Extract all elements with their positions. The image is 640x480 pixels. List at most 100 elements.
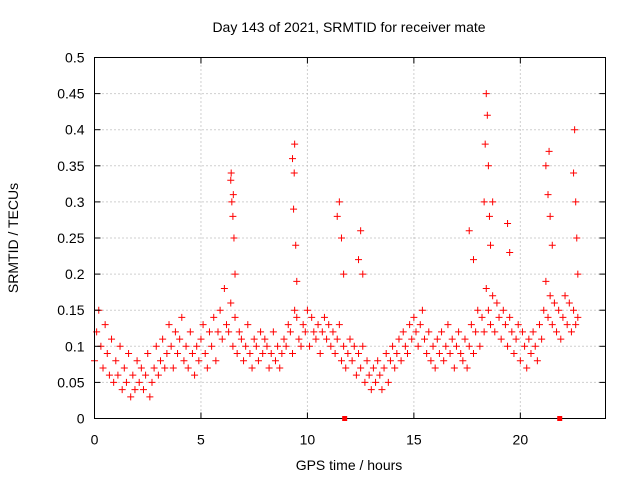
data-point [242, 342, 250, 350]
data-point [363, 357, 371, 365]
data-point [518, 328, 526, 336]
data-point [540, 306, 548, 314]
data-point [205, 328, 213, 336]
data-point [157, 357, 165, 365]
data-point [120, 364, 128, 372]
data-point [193, 342, 201, 350]
data-point [359, 342, 367, 350]
data-point [501, 321, 509, 329]
data-point [369, 364, 377, 372]
data-point [337, 234, 345, 242]
data-point [233, 350, 241, 358]
data-point [357, 364, 365, 372]
data-point [574, 270, 582, 278]
data-point [299, 321, 307, 329]
data-point [267, 350, 275, 358]
data-point [497, 335, 505, 343]
data-point [504, 342, 512, 350]
data-point [244, 321, 252, 329]
data-point [459, 357, 467, 365]
data-point [573, 234, 581, 242]
data-point [359, 270, 367, 278]
data-point [367, 386, 375, 394]
data-point [380, 364, 388, 372]
data-point [514, 321, 522, 329]
data-point [229, 342, 237, 350]
data-point [365, 371, 373, 379]
data-point [191, 371, 199, 379]
data-point [229, 191, 237, 199]
data-point [231, 270, 239, 278]
data-point [174, 350, 182, 358]
data-point [116, 342, 124, 350]
data-point [186, 328, 194, 336]
y-tick-label: 0 [77, 411, 85, 427]
data-point [508, 328, 516, 336]
data-point [344, 350, 352, 358]
data-point [455, 328, 463, 336]
data-point [340, 342, 348, 350]
data-point [416, 321, 424, 329]
data-point [184, 364, 192, 372]
data-point [112, 357, 120, 365]
x-tick-labels: 0 5 10 15 20 [91, 432, 529, 448]
data-point [478, 313, 486, 321]
data-point [463, 364, 471, 372]
data-point [154, 371, 162, 379]
data-point [257, 328, 265, 336]
data-point [197, 335, 205, 343]
data-point [531, 342, 539, 350]
data-point [178, 313, 186, 321]
data-point [572, 321, 580, 329]
data-point [139, 386, 147, 394]
data-point [565, 299, 573, 307]
data-point [357, 227, 365, 235]
data-point [340, 270, 348, 278]
data-point [223, 321, 231, 329]
data-point [180, 357, 188, 365]
data-point [171, 328, 179, 336]
data-point [216, 306, 224, 314]
data-point [333, 212, 341, 220]
data-point [182, 342, 190, 350]
data-point [482, 90, 490, 98]
data-point [103, 350, 111, 358]
y-tick-label: 0.05 [57, 374, 84, 390]
data-point [137, 364, 145, 372]
data-point [555, 306, 563, 314]
x-axis-markers [342, 416, 563, 421]
data-point [559, 313, 567, 321]
data-point [448, 335, 456, 343]
data-point [208, 342, 216, 350]
data-point [252, 342, 260, 350]
data-point [529, 328, 537, 336]
data-point [312, 335, 320, 343]
data-point [535, 321, 543, 329]
data-point [467, 321, 475, 329]
data-point [301, 328, 309, 336]
data-point [469, 256, 477, 264]
data-point [348, 357, 356, 365]
data-point [135, 378, 143, 386]
data-point [99, 364, 107, 372]
data-point [144, 350, 152, 358]
data-point [254, 357, 262, 365]
data-point [212, 357, 220, 365]
data-point [105, 371, 113, 379]
data-point [533, 357, 541, 365]
data-point [476, 342, 484, 350]
data-point [125, 350, 133, 358]
data-point [225, 328, 233, 336]
data-point [101, 321, 109, 329]
data-point [335, 321, 343, 329]
data-point [481, 140, 489, 148]
data-point [292, 241, 300, 249]
data-point [142, 371, 150, 379]
data-point [289, 155, 297, 163]
data-point [167, 342, 175, 350]
data-point [401, 342, 409, 350]
data-point [335, 198, 343, 206]
y-tick-labels: 0 0.05 0.1 0.15 0.2 0.25 0.3 0.35 0.4 0.45 0.5 [57, 50, 84, 427]
data-point [546, 212, 554, 220]
